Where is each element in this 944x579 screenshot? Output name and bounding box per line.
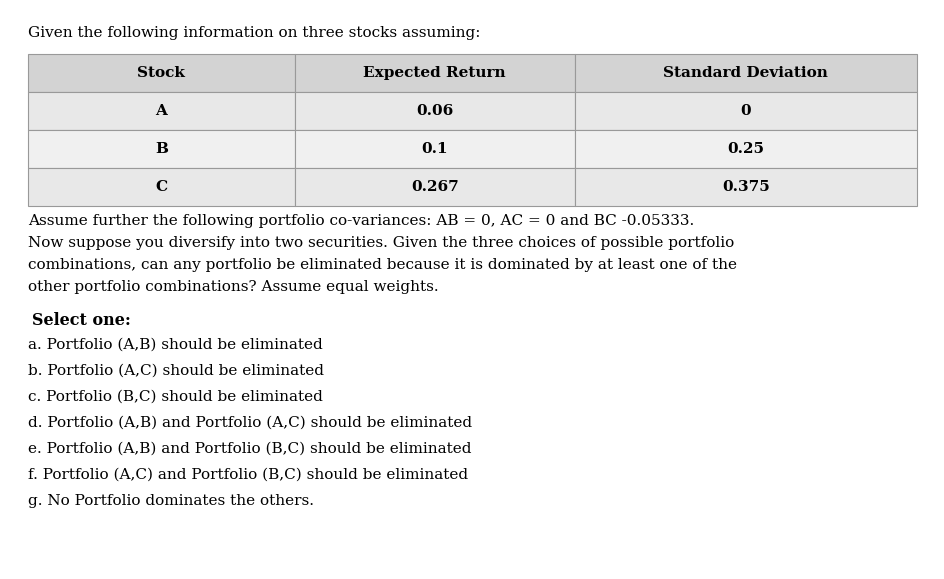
Bar (574, 92, 916, 130)
Text: d. Portfolio (A,B) and Portfolio (A,C) should be eliminated: d. Portfolio (A,B) and Portfolio (A,C) s… (28, 416, 472, 430)
Bar (295, 168, 574, 206)
Text: Standard Deviation: Standard Deviation (663, 66, 828, 80)
Text: Expected Return: Expected Return (363, 66, 505, 80)
Text: e. Portfolio (A,B) and Portfolio (B,C) should be eliminated: e. Portfolio (A,B) and Portfolio (B,C) s… (28, 442, 471, 456)
Text: Stock: Stock (137, 66, 185, 80)
Text: 0.375: 0.375 (721, 180, 769, 194)
Bar (28, 92, 295, 130)
Text: b. Portfolio (A,C) should be eliminated: b. Portfolio (A,C) should be eliminated (28, 364, 324, 378)
Bar (574, 168, 916, 206)
Bar (295, 130, 574, 168)
Text: f. Portfolio (A,C) and Portfolio (B,C) should be eliminated: f. Portfolio (A,C) and Portfolio (B,C) s… (28, 468, 467, 482)
Bar (574, 130, 916, 168)
Bar (574, 54, 916, 92)
Bar (295, 54, 574, 92)
Text: 0.267: 0.267 (411, 180, 458, 194)
Text: a. Portfolio (A,B) should be eliminated: a. Portfolio (A,B) should be eliminated (28, 338, 323, 352)
Text: B: B (155, 142, 168, 156)
Text: Given the following information on three stocks assuming:: Given the following information on three… (28, 26, 480, 40)
Bar (295, 92, 574, 130)
Text: g. No Portfolio dominates the others.: g. No Portfolio dominates the others. (28, 494, 313, 508)
Text: 0.06: 0.06 (415, 104, 453, 118)
Bar (28, 54, 295, 92)
Text: combinations, can any portfolio be eliminated because it is dominated by at leas: combinations, can any portfolio be elimi… (28, 258, 736, 272)
Bar (28, 130, 295, 168)
Text: Now suppose you diversify into two securities. Given the three choices of possib: Now suppose you diversify into two secur… (28, 236, 733, 250)
Text: other portfolio combinations? Assume equal weights.: other portfolio combinations? Assume equ… (28, 280, 438, 294)
Bar (28, 168, 295, 206)
Text: A: A (155, 104, 167, 118)
Text: Select one:: Select one: (32, 312, 130, 329)
Text: 0.1: 0.1 (421, 142, 447, 156)
Text: 0.25: 0.25 (727, 142, 764, 156)
Text: C: C (155, 180, 167, 194)
Text: Assume further the following portfolio co-variances: AB = 0, AC = 0 and BC -0.05: Assume further the following portfolio c… (28, 214, 694, 228)
Text: 0: 0 (740, 104, 750, 118)
Text: c. Portfolio (B,C) should be eliminated: c. Portfolio (B,C) should be eliminated (28, 390, 323, 404)
